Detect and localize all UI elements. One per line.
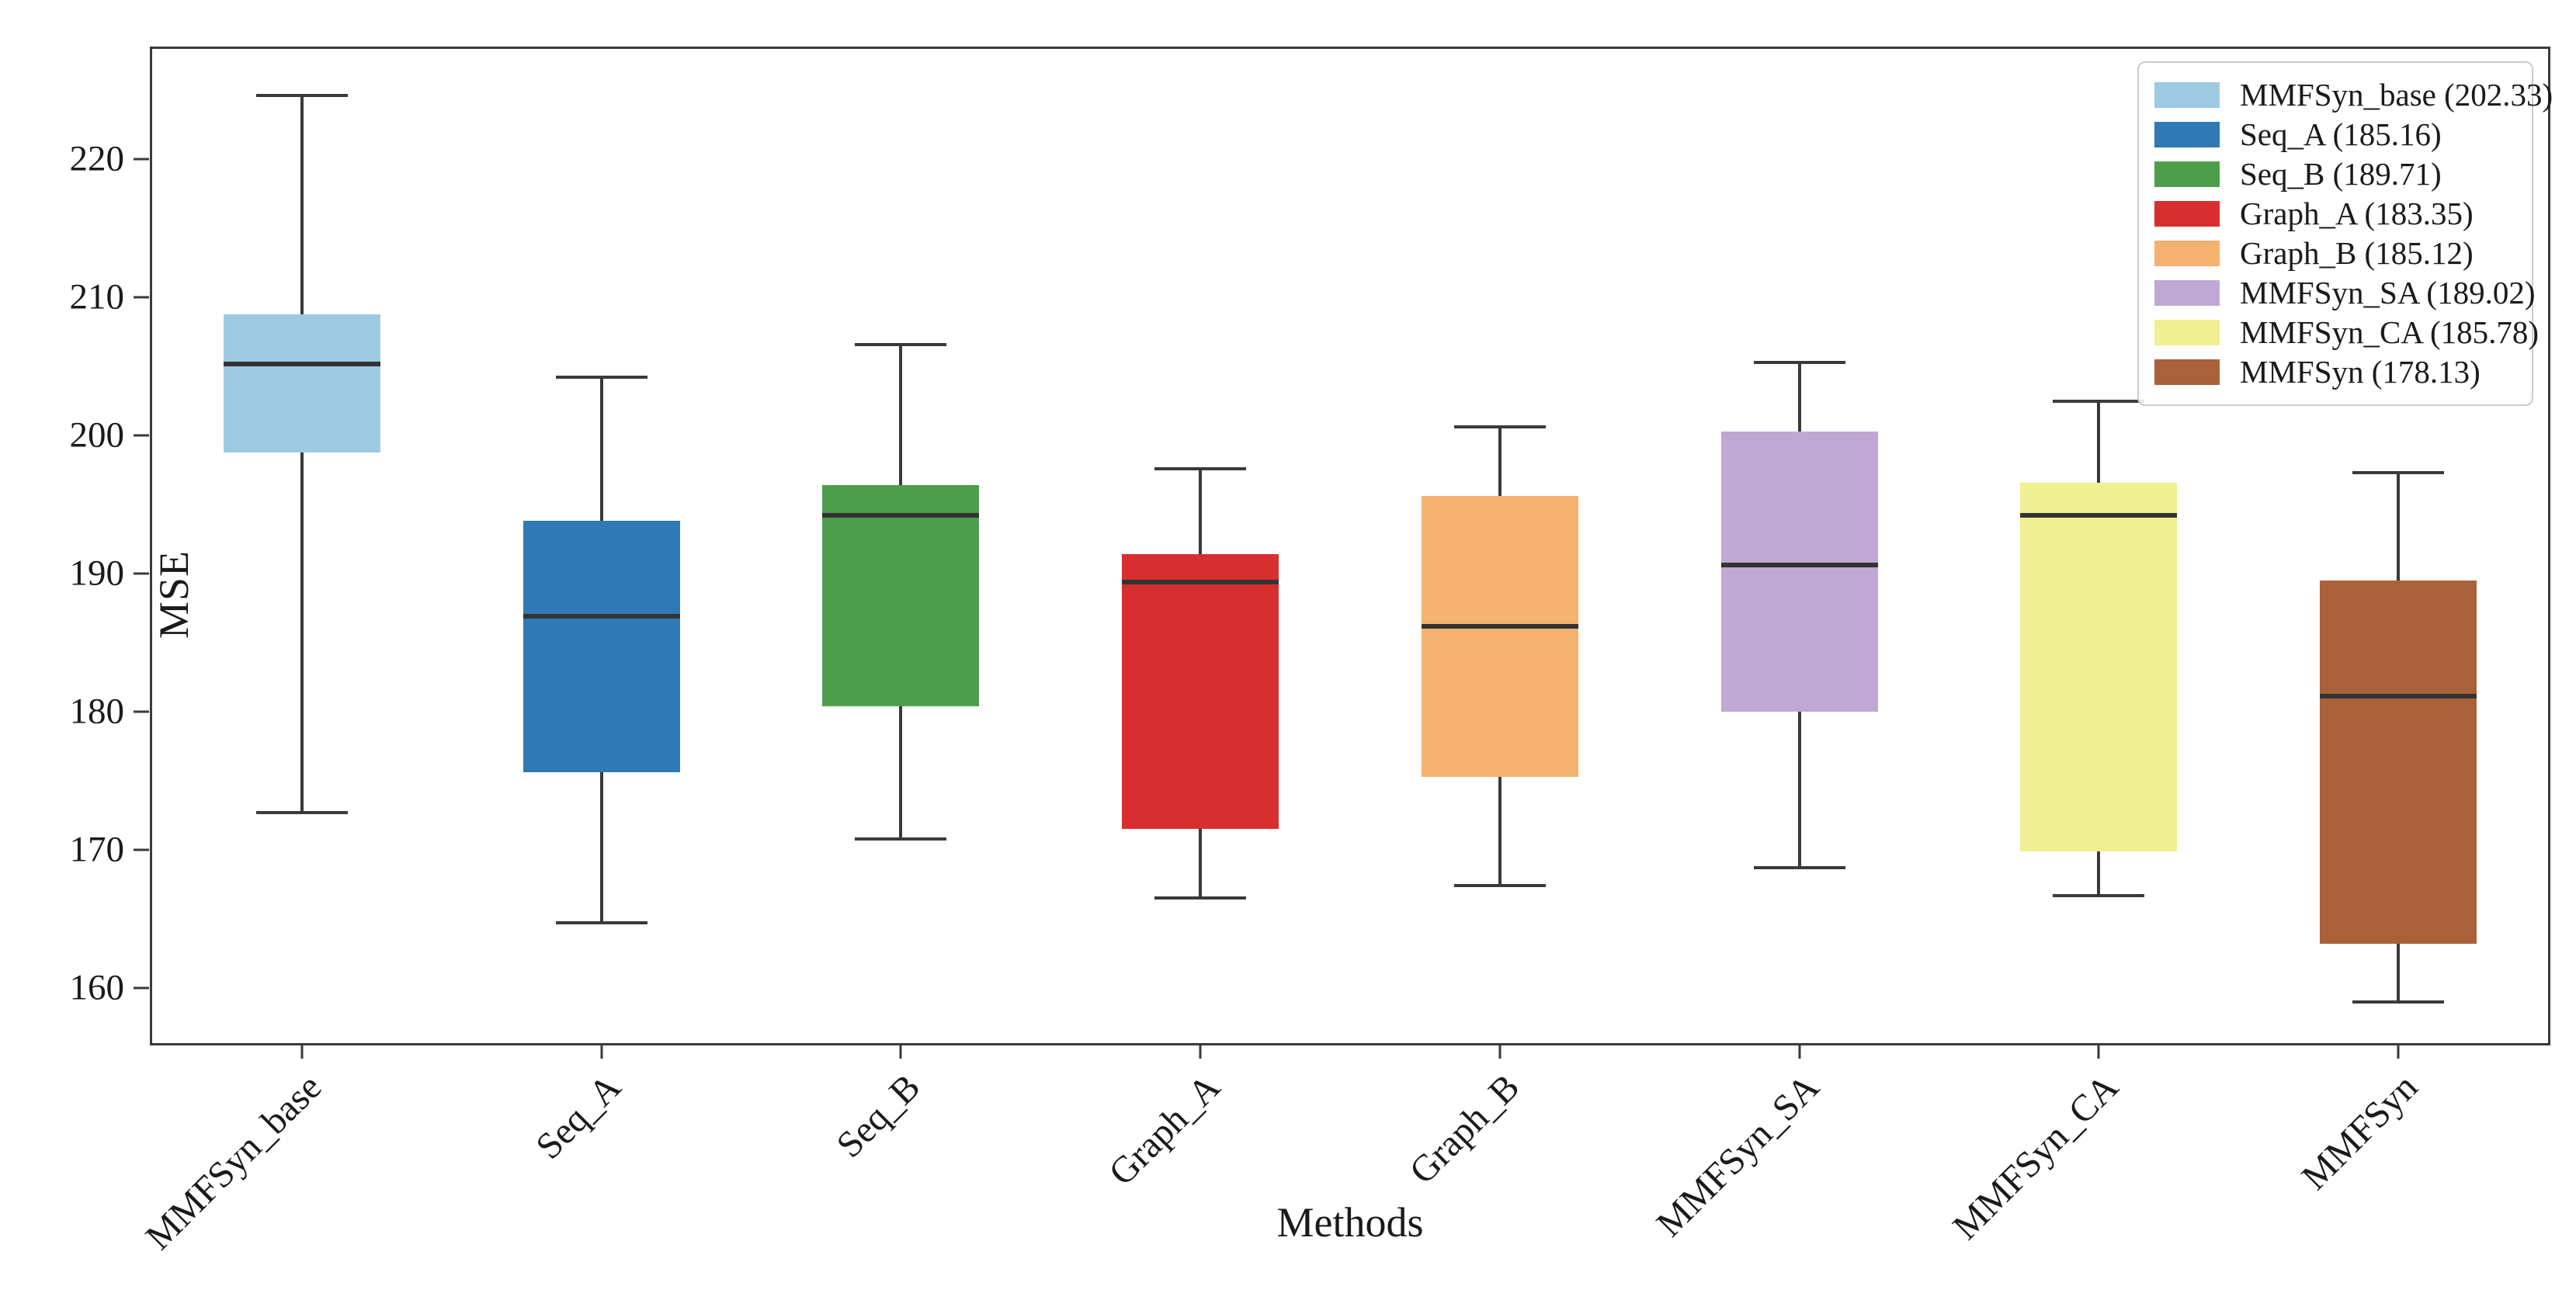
legend-item: MMFSyn_CA (185.78): [2154, 313, 2539, 352]
x-tick-mark: [1199, 1043, 1202, 1059]
whisker-cap-top: [1753, 360, 1845, 364]
y-tick-mark: [134, 572, 149, 575]
whisker-cap-top: [1154, 466, 1247, 470]
x-tick-mark: [300, 1043, 304, 1059]
whisker-cap-bottom: [2352, 1000, 2445, 1004]
y-axis-title: MSE: [151, 549, 197, 640]
x-tick-label: MMFSyn: [2293, 1066, 2426, 1198]
box-rect: [522, 521, 680, 773]
whisker-cap-bottom: [255, 810, 348, 814]
x-tick-label: Seq_A: [528, 1066, 629, 1167]
y-tick-label: 160: [69, 967, 125, 1008]
whisker-cap-top: [855, 342, 947, 346]
x-axis-title: Methods: [1276, 1199, 1424, 1246]
legend-item: MMFSyn (178.13): [2154, 352, 2516, 392]
legend-swatch: [2154, 122, 2220, 147]
whisker-cap-bottom: [1753, 866, 1845, 870]
legend-swatch: [2154, 280, 2220, 306]
median-line: [1421, 623, 1578, 629]
y-tick-label: 190: [69, 553, 125, 594]
median-line: [1122, 579, 1279, 584]
x-tick-label: MMFSyn_SA: [1648, 1066, 1827, 1245]
box-rect: [1421, 496, 1578, 777]
box-rect: [223, 314, 380, 452]
legend-item: Seq_A (185.16): [2154, 115, 2516, 154]
whisker-cap-top: [255, 94, 348, 98]
y-tick-label: 170: [69, 829, 125, 870]
legend-item: Seq_B (189.71): [2154, 154, 2516, 194]
legend-swatch: [2154, 320, 2220, 345]
y-tick-mark: [134, 710, 149, 713]
x-tick-label: Graph_B: [1401, 1066, 1528, 1192]
x-tick-label: Graph_A: [1100, 1066, 1228, 1194]
x-tick-mark: [2097, 1043, 2100, 1059]
x-tick-mark: [600, 1043, 603, 1059]
x-tick-label: MMFSyn_base: [137, 1066, 330, 1258]
y-tick-label: 210: [69, 276, 125, 317]
whisker-cap-top: [1453, 425, 1546, 429]
legend-label: Seq_A (185.16): [2240, 116, 2442, 152]
whisker-cap-bottom: [1154, 896, 1247, 900]
y-tick-mark: [134, 158, 149, 161]
legend-swatch: [2154, 241, 2220, 266]
legend-label: MMFSyn_CA (185.78): [2240, 314, 2540, 350]
box-rect: [2320, 580, 2477, 944]
box-rect: [1720, 431, 1878, 712]
legend-item: Graph_A (183.35): [2154, 194, 2516, 234]
y-tick-mark: [134, 986, 149, 990]
median-line: [822, 513, 980, 518]
whisker-cap-bottom: [555, 921, 647, 925]
whisker-line: [300, 95, 304, 813]
whisker-cap-top: [2352, 471, 2445, 475]
legend-label: MMFSyn (178.13): [2240, 354, 2481, 390]
whisker-cap-bottom: [1453, 884, 1546, 888]
legend-label: MMFSyn_SA (189.02): [2240, 275, 2536, 310]
plot-area: MSE Methods 160 170 180 190 200 210 220 MMFSyn…: [70, 47, 2553, 1258]
x-tick-label: MMFSyn_CA: [1945, 1066, 2126, 1248]
whisker-cap-top: [2053, 399, 2145, 403]
legend-swatch: [2154, 201, 2220, 227]
box-rect: [1122, 554, 1279, 830]
legend-label: MMFSyn_base (202.33): [2240, 77, 2553, 113]
legend-label: Seq_B (189.71): [2240, 156, 2442, 192]
median-line: [2020, 513, 2178, 518]
legend: MMFSyn_base (202.33) Seq_A (185.16) Seq_B …: [2137, 61, 2553, 406]
legend-item: Graph_B (185.12): [2154, 234, 2516, 273]
legend-label: Graph_B (185.12): [2240, 235, 2474, 271]
whisker-cap-top: [555, 376, 647, 380]
legend-swatch: [2154, 359, 2220, 385]
median-line: [223, 361, 380, 366]
box-rect: [822, 485, 980, 706]
legend-item: MMFSyn_base (202.33): [2154, 75, 2553, 115]
legend-swatch: [2154, 161, 2220, 187]
y-tick-mark: [134, 848, 149, 851]
legend-item: MMFSyn_SA (189.02): [2154, 273, 2535, 313]
whisker-cap-bottom: [2053, 893, 2145, 897]
legend-rows: MMFSyn_base (202.33) Seq_A (185.16) Seq_B …: [2154, 75, 2553, 392]
y-tick-label: 220: [69, 138, 125, 179]
whisker-cap-bottom: [855, 837, 947, 841]
box-rect: [2020, 482, 2178, 851]
y-tick-label: 180: [69, 691, 125, 732]
y-tick-mark: [134, 296, 149, 299]
legend-swatch: [2154, 82, 2220, 108]
median-line: [1720, 563, 1878, 568]
median-line: [2320, 694, 2477, 699]
y-tick-label: 200: [69, 414, 125, 456]
x-tick-mark: [1798, 1043, 1801, 1059]
median-line: [522, 614, 680, 619]
x-tick-mark: [899, 1043, 902, 1059]
x-tick-mark: [1498, 1043, 1502, 1059]
x-tick-mark: [2397, 1043, 2400, 1059]
x-tick-label: Seq_B: [828, 1066, 929, 1166]
legend-label: Graph_A (183.35): [2240, 196, 2474, 231]
y-tick-mark: [134, 434, 149, 437]
